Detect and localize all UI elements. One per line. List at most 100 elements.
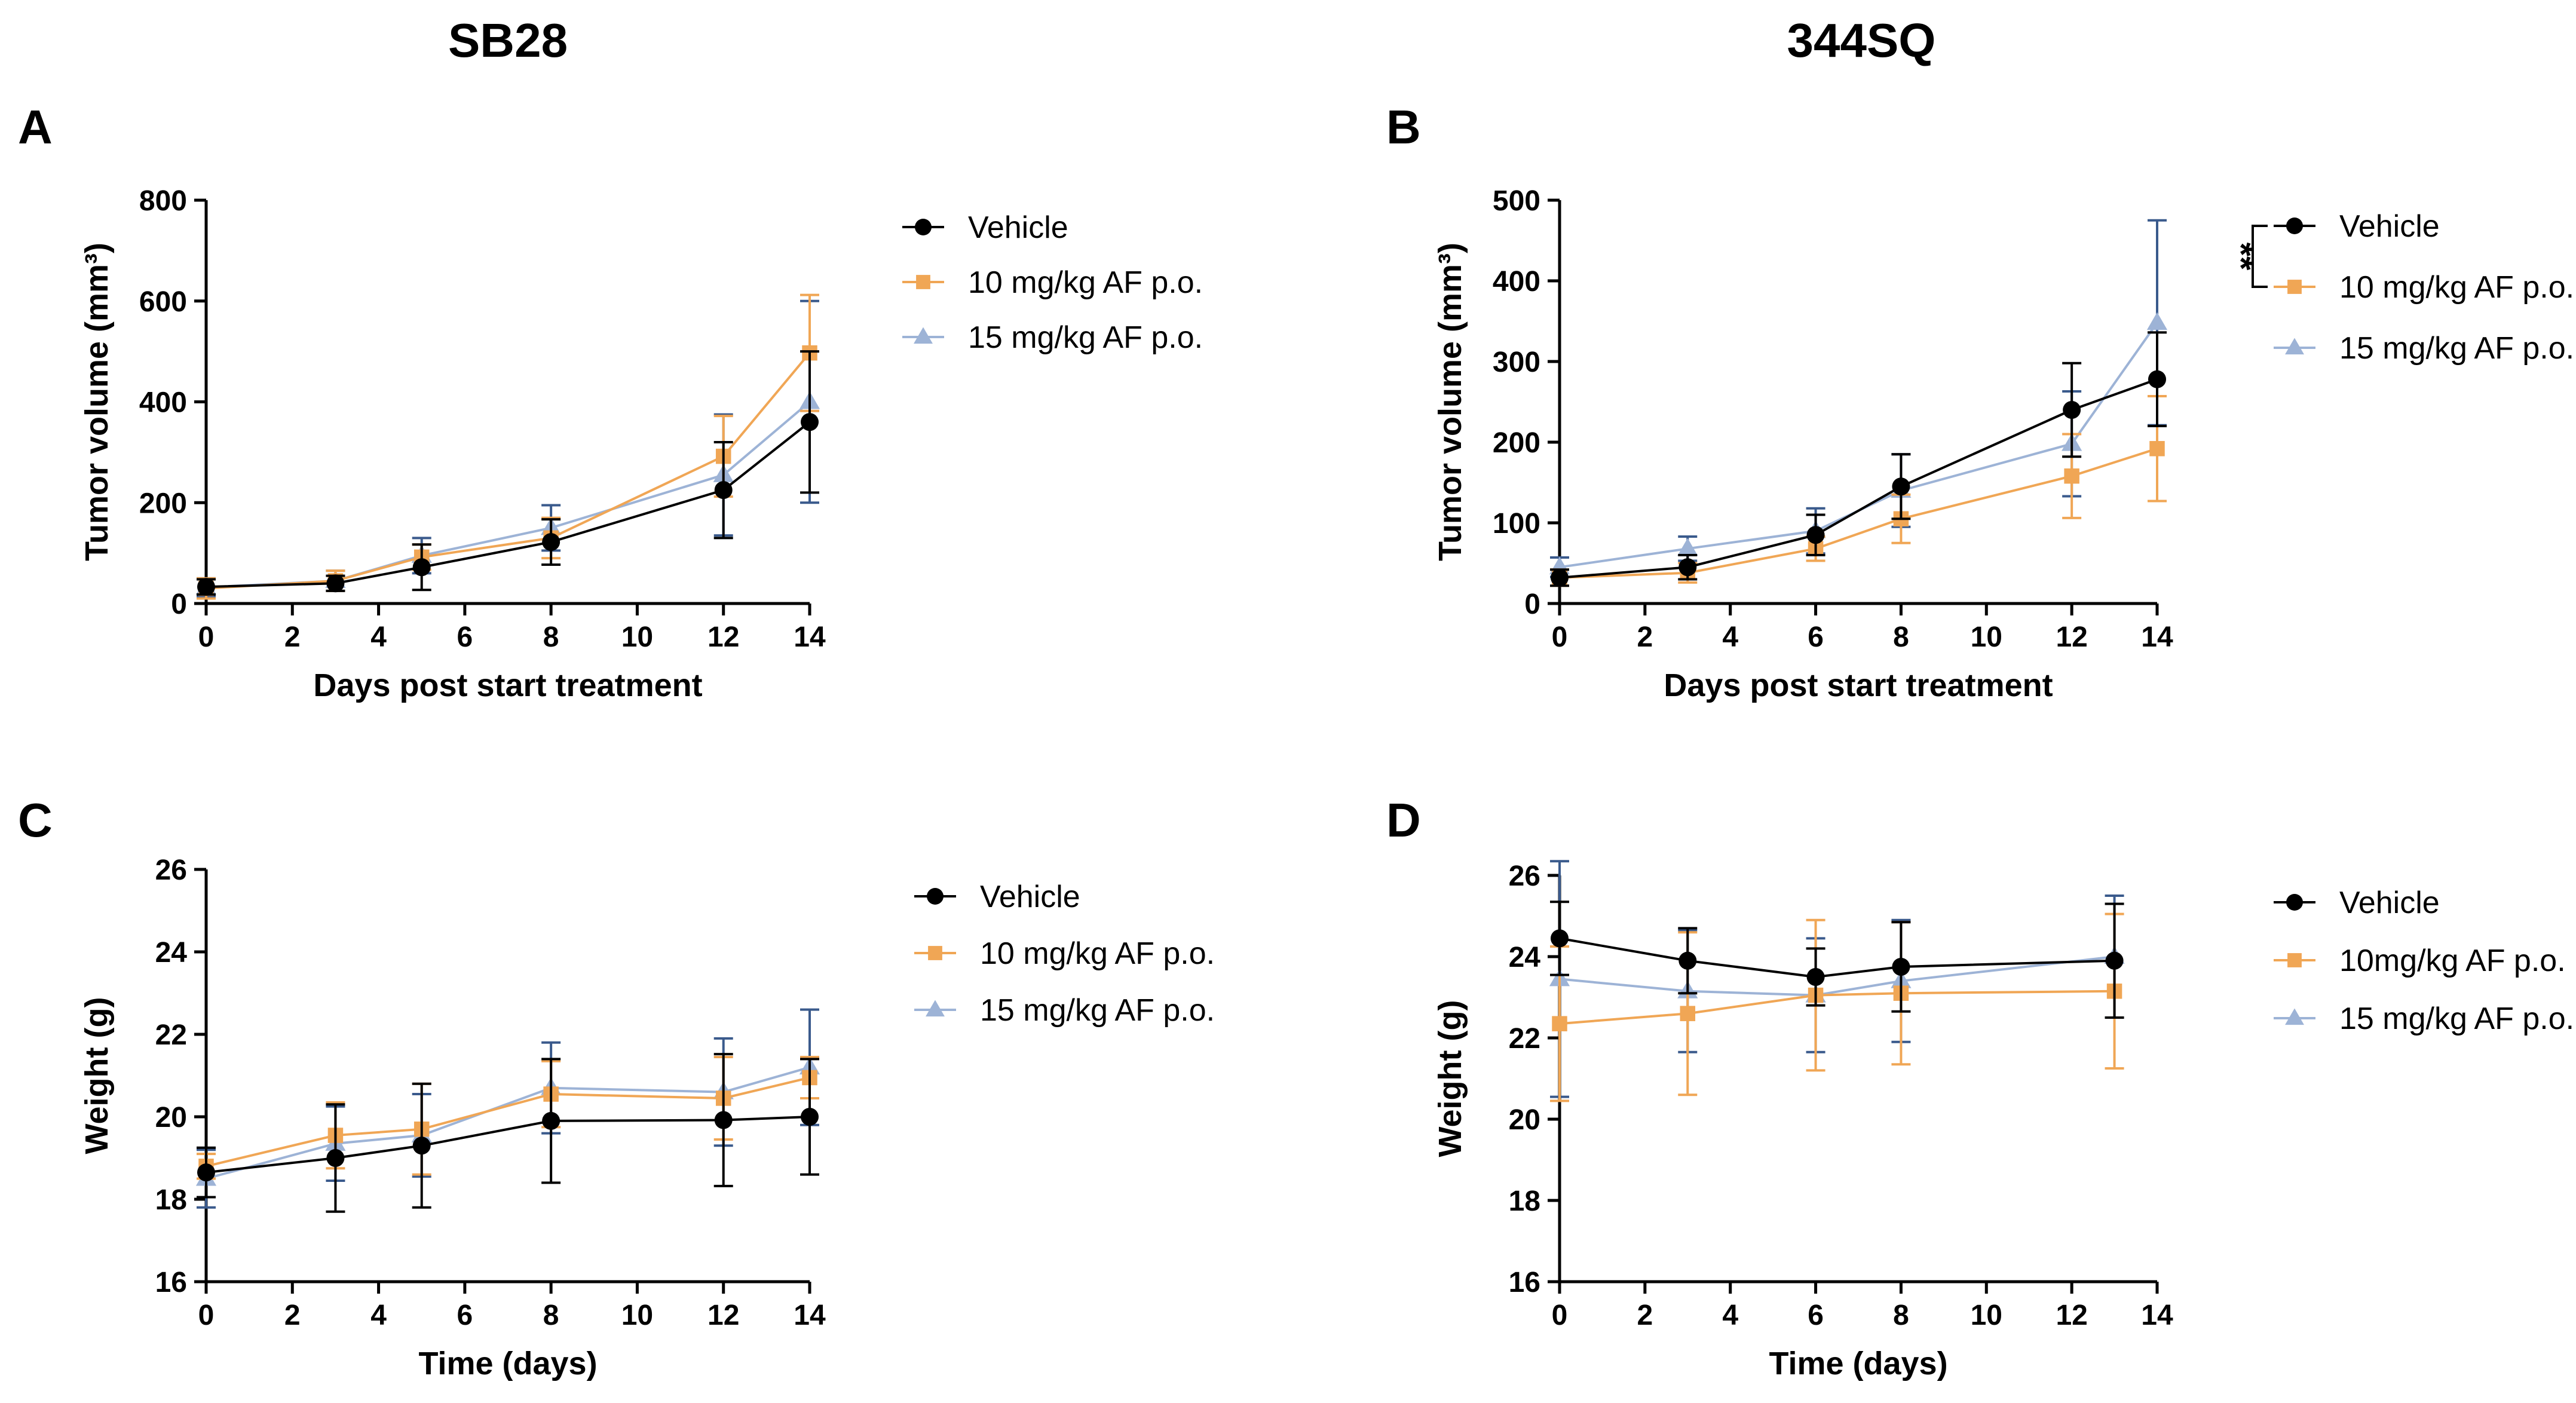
legend: Vehicle 10mg/kg AF p.o. 15 mg/kg AF p.o. — [2274, 886, 2574, 1036]
legend-item-af15: 15 mg/kg AF p.o. — [2274, 331, 2574, 366]
panel-letter: D — [1386, 794, 1421, 847]
y-tick-label: 200 — [139, 488, 187, 519]
legend-label: 10mg/kg AF p.o. — [2339, 943, 2566, 978]
panel-letter: C — [18, 794, 53, 847]
data-point — [2146, 312, 2168, 330]
data-point — [1892, 958, 1910, 976]
column-title-344sq: 344SQ — [1787, 14, 1935, 67]
data-point — [412, 558, 431, 577]
legend-label: Vehicle — [2339, 209, 2440, 244]
data-point — [326, 1149, 345, 1167]
legend-label: Vehicle — [968, 210, 1068, 245]
x-axis-title: Time (days) — [1769, 1346, 1947, 1381]
data-point — [801, 1108, 819, 1126]
legend-item-af10: 10mg/kg AF p.o. — [2274, 943, 2566, 978]
data-point — [197, 578, 215, 596]
x-tick-label: 2 — [284, 1300, 301, 1331]
data-point — [1551, 929, 1569, 948]
series-af10 — [1550, 912, 2124, 1102]
data-point — [1806, 968, 1825, 986]
x-axis-title: Time (days) — [418, 1346, 597, 1381]
series-af15 — [1549, 860, 2125, 1098]
data-point — [714, 1111, 733, 1129]
legend-item-af10: 10 mg/kg AF p.o. — [902, 265, 1203, 300]
y-axis-title: Weight (g) — [79, 997, 115, 1154]
legend-item-af10: 10 mg/kg AF p.o. — [914, 936, 1215, 971]
x-tick-label: 0 — [1552, 621, 1568, 653]
legend-marker — [915, 219, 932, 235]
legend-item-af15: 15 mg/kg AF p.o. — [2274, 1001, 2574, 1036]
x-tick-label: 6 — [457, 621, 473, 653]
data-point — [2105, 951, 2124, 970]
series-vehicle — [197, 1053, 819, 1213]
series-line — [206, 352, 811, 590]
legend-marker — [2285, 1008, 2304, 1025]
legend-marker — [926, 1000, 945, 1017]
data-point — [412, 1137, 431, 1155]
legend-marker — [928, 946, 942, 960]
y-tick-label: 600 — [139, 286, 187, 318]
data-point — [2148, 370, 2166, 388]
y-tick-label: 0 — [1524, 589, 1540, 620]
x-axis-title: Days post start treatment — [313, 667, 702, 703]
legend-item-af15: 15 mg/kg AF p.o. — [914, 993, 1215, 1028]
data-point — [2149, 441, 2165, 457]
series-line — [1559, 990, 2115, 1025]
column-title-sb28: SB28 — [448, 14, 568, 67]
series-af15 — [1549, 219, 2168, 578]
legend-marker — [2285, 338, 2304, 355]
y-tick-label: 800 — [139, 185, 187, 217]
x-tick-label: 8 — [543, 621, 559, 653]
y-axis-title: Tumor volume (mm³) — [1432, 243, 1468, 561]
series-line — [1559, 378, 2158, 579]
y-tick-label: 24 — [1509, 942, 1541, 973]
legend-marker — [2286, 218, 2303, 234]
series-af10 — [1550, 395, 2167, 587]
legend-item-vehicle: Vehicle — [914, 880, 1080, 914]
data-point — [542, 1111, 560, 1130]
x-tick-label: 8 — [1893, 621, 1909, 653]
x-tick-label: 4 — [370, 621, 387, 653]
legend-item-af15: 15 mg/kg AF p.o. — [902, 320, 1203, 355]
x-tick-label: 12 — [707, 1300, 739, 1331]
x-tick-label: 12 — [707, 621, 739, 653]
data-point — [2063, 401, 2081, 419]
x-tick-label: 14 — [2141, 1300, 2173, 1331]
legend-marker — [2287, 280, 2302, 294]
x-tick-label: 14 — [2141, 621, 2173, 653]
series-line — [206, 421, 811, 589]
y-tick-label: 18 — [1509, 1185, 1540, 1217]
data-point — [714, 481, 733, 500]
y-tick-label: 16 — [155, 1267, 187, 1298]
data-point — [1678, 558, 1697, 577]
x-tick-label: 10 — [1971, 621, 2002, 653]
series-line — [1559, 937, 2115, 979]
legend-label: 10 mg/kg AF p.o. — [968, 265, 1203, 300]
x-tick-label: 2 — [1637, 1300, 1653, 1331]
data-point — [1680, 1006, 1696, 1021]
y-tick-label: 22 — [155, 1019, 187, 1051]
y-tick-label: 26 — [155, 854, 187, 886]
bracket-line — [2252, 225, 2268, 288]
series-vehicle — [1550, 900, 2124, 1019]
x-tick-label: 12 — [2056, 621, 2087, 653]
panel-letter: A — [18, 100, 53, 154]
legend-item-vehicle: Vehicle — [2274, 886, 2440, 920]
x-tick-label: 4 — [370, 1300, 387, 1331]
series-line — [206, 1076, 810, 1168]
legend: Vehicle 10 mg/kg AF p.o. 15 mg/kg AF p.o. — [2274, 209, 2574, 366]
series-line — [1559, 447, 2158, 579]
data-point — [197, 1163, 215, 1182]
data-point — [1806, 526, 1825, 544]
y-axis-title: Weight (g) — [1432, 1000, 1468, 1157]
legend-label: 15 mg/kg AF p.o. — [2339, 1001, 2574, 1036]
data-point — [801, 413, 819, 431]
legend: Vehicle 10 mg/kg AF p.o. 15 mg/kg AF p.o. — [914, 880, 1215, 1028]
series-af15 — [195, 1008, 820, 1209]
data-point — [1678, 951, 1697, 970]
x-tick-label: 2 — [284, 621, 301, 653]
legend-label: 10 mg/kg AF p.o. — [2339, 270, 2574, 305]
legend-marker — [914, 327, 933, 344]
legend-label: Vehicle — [2339, 886, 2440, 920]
